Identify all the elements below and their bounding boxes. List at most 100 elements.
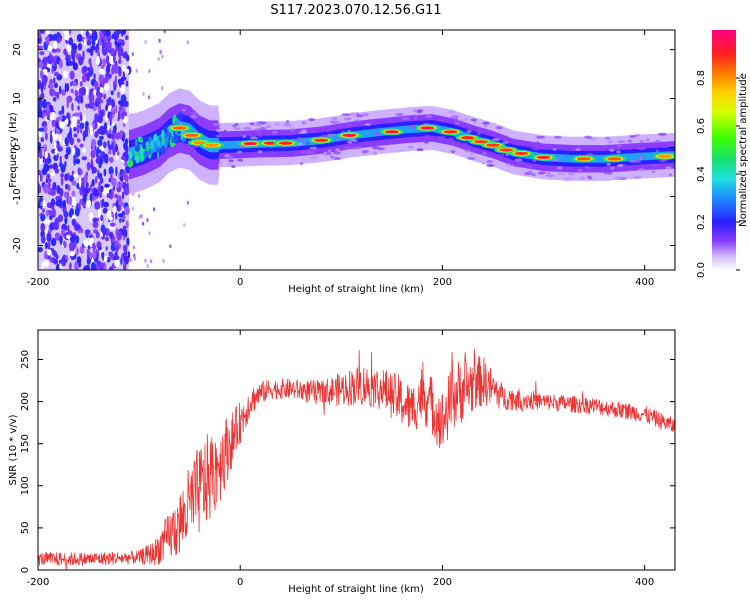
noise-speckle <box>51 210 55 218</box>
ridge-fuzz <box>234 127 241 130</box>
noise-speckle <box>54 127 57 135</box>
noise-speckle <box>113 85 117 91</box>
ridge-fuzz <box>627 168 632 172</box>
noise-speckle <box>121 64 126 72</box>
ridge-fuzz <box>224 154 230 158</box>
noise-speckle <box>64 216 68 225</box>
ridge-turbulence <box>159 136 162 143</box>
noise-speckle <box>77 167 82 176</box>
noise-speckle <box>53 77 56 84</box>
noise-speckle <box>42 200 46 208</box>
noise-speckle <box>49 87 54 97</box>
ridge-fuzz <box>212 123 219 126</box>
noise-speckle <box>146 264 149 268</box>
noise-speckle <box>60 173 64 178</box>
noise-speckle <box>75 158 81 165</box>
y-tick-label: 150 <box>20 434 31 453</box>
noise-speckle <box>70 88 74 94</box>
snr-x-label: Height of straight line (km) <box>288 584 424 595</box>
noise-speckle <box>124 138 129 144</box>
noise-speckle <box>42 260 48 267</box>
x-tick-label: 400 <box>635 277 654 288</box>
noise-speckle <box>95 231 100 239</box>
noise-speckle <box>121 172 126 178</box>
ridge-fuzz <box>354 119 361 123</box>
noise-speckle <box>38 184 42 194</box>
noise-speckle <box>77 43 83 51</box>
noise-speckle <box>40 201 43 207</box>
noise-speckle <box>42 68 48 74</box>
ridge-fuzz <box>587 175 592 179</box>
noise-speckle <box>76 34 83 42</box>
ridge-turbulence <box>142 140 146 150</box>
ridge-fuzz <box>470 151 474 155</box>
y-tick-label: 0 <box>20 567 31 573</box>
ridge-blob <box>184 133 199 137</box>
ridge-blob <box>460 136 475 140</box>
noise-speckle <box>60 164 66 173</box>
noise-speckle <box>109 114 112 122</box>
noise-speckle <box>97 186 101 194</box>
noise-speckle <box>123 100 129 108</box>
noise-speckle <box>116 151 120 156</box>
ridge-turbulence <box>142 136 149 143</box>
noise-speckle <box>39 173 43 182</box>
ridge-fuzz <box>321 134 328 138</box>
ridge-fuzz <box>326 133 336 137</box>
noise-speckle <box>71 116 77 124</box>
noise-speckle <box>56 91 60 100</box>
ridge-fuzz <box>398 138 404 142</box>
ridge-fuzz <box>237 158 244 162</box>
ridge-fuzz <box>331 117 338 121</box>
noise-speckle <box>54 141 57 151</box>
ridge-fuzz <box>477 132 481 136</box>
ridge-fuzz <box>608 140 613 144</box>
ridge-fuzz <box>355 112 360 115</box>
ridge-blob <box>499 148 514 152</box>
noise-speckle <box>39 51 45 56</box>
noise-speckle <box>149 259 153 264</box>
noise-speckle <box>72 241 77 249</box>
ridge-fuzz <box>665 166 672 170</box>
noise-speckle <box>46 232 52 243</box>
ridge-fuzz <box>464 149 471 153</box>
noise-speckle <box>126 237 130 247</box>
ridge-turbulence <box>161 129 165 139</box>
noise-speckle <box>117 213 124 218</box>
noise-speckle <box>77 105 80 111</box>
noise-speckle <box>82 50 85 61</box>
noise-speckle <box>109 252 113 259</box>
noise-speckle <box>79 178 82 188</box>
noise-speckle <box>118 100 123 105</box>
noise-speckle <box>76 119 81 125</box>
ridge-fuzz <box>532 159 537 163</box>
noise-speckle <box>118 58 122 64</box>
noise-speckle <box>89 93 95 104</box>
ridge-fuzz <box>259 127 267 130</box>
ridge-fuzz <box>416 148 424 152</box>
colorbar: 0.0 0.2 0.4 0.6 0.8 Normalized spectral ampl… <box>696 30 749 278</box>
noise-speckle <box>51 170 55 177</box>
ridge-turbulence <box>177 112 184 122</box>
ridge-blob <box>607 157 622 161</box>
ridge-fuzz <box>249 122 255 126</box>
noise-speckle <box>83 239 90 247</box>
ridge-turbulence <box>171 132 174 137</box>
noise-speckle <box>109 156 114 164</box>
ridge-fuzz <box>343 117 352 121</box>
ridge-fuzz <box>604 171 613 175</box>
noise-speckle <box>96 56 100 66</box>
noise-speckle <box>103 201 109 208</box>
ridge-fuzz <box>425 115 433 119</box>
ridge-fuzz <box>472 128 479 131</box>
noise-speckle <box>48 164 54 169</box>
noise-speckle <box>54 82 58 89</box>
ridge-fuzz <box>341 113 351 117</box>
noise-speckle <box>137 193 141 198</box>
noise-speckle <box>83 135 86 142</box>
noise-speckle <box>59 134 62 144</box>
noise-speckle <box>79 199 83 205</box>
noise-speckle <box>64 191 68 199</box>
noise-speckle <box>169 244 172 249</box>
ridge-fuzz <box>450 115 460 119</box>
